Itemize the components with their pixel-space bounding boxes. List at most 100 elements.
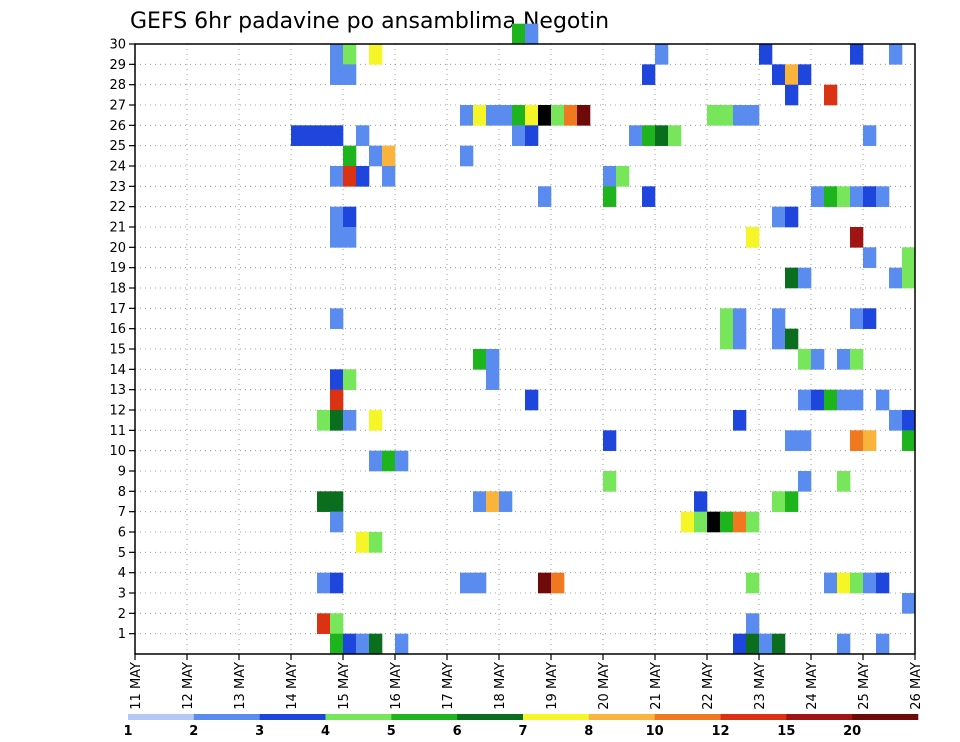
heatmap-cell (746, 572, 760, 594)
y-tick-label: 4 (118, 566, 126, 581)
legend-label: 4 (321, 724, 330, 739)
heatmap-cell (499, 491, 513, 512)
heatmap-cell (759, 633, 773, 655)
x-tick-label: 23 MAY (753, 662, 768, 710)
y-tick-label: 2 (118, 607, 126, 622)
heatmap-cell (330, 633, 344, 655)
heatmap-cell (343, 227, 357, 248)
heatmap-cell (850, 430, 864, 451)
y-tick-label: 12 (109, 404, 126, 419)
y-tick-label: 18 (109, 282, 126, 297)
heatmap-cell (330, 572, 344, 594)
heatmap-cell (551, 572, 565, 594)
heatmap-cell (330, 64, 344, 85)
legend-label: 12 (711, 724, 729, 739)
heatmap-cell (343, 145, 357, 167)
legend-swatch (128, 714, 195, 720)
heatmap-cell (668, 125, 682, 146)
heatmap-cell (837, 186, 851, 207)
heatmap-cell (304, 125, 318, 146)
legend-label: 1 (123, 724, 132, 739)
heatmap-cell (356, 166, 370, 187)
heatmap-cell (863, 308, 877, 329)
y-tick-label: 16 (109, 322, 126, 337)
x-tick-label: 25 MAY (857, 662, 872, 710)
legend-swatch (720, 714, 787, 720)
heatmap-cell (733, 308, 747, 329)
legend-swatch (588, 714, 655, 720)
heatmap-cell (356, 633, 370, 655)
heatmap-cell (876, 186, 890, 207)
heatmap-cell (551, 105, 565, 126)
heatmap-cell (772, 206, 786, 228)
heatmap-cell (746, 227, 760, 248)
heatmap-cell (733, 410, 747, 431)
heatmap-cell (837, 572, 851, 594)
y-tick-label: 3 (118, 587, 126, 602)
heatmap-cell (850, 389, 864, 411)
heatmap-cell (733, 511, 747, 533)
heatmap-cell (720, 308, 734, 329)
legend-label: 10 (646, 724, 664, 739)
heatmap-cell (460, 572, 474, 594)
heatmap-cell (824, 186, 838, 207)
x-tick-label: 14 MAY (285, 662, 300, 710)
y-tick-label: 5 (118, 546, 126, 561)
heatmap-cell (473, 349, 487, 370)
heatmap-cell (694, 491, 708, 512)
heatmap-cell (603, 430, 617, 451)
heatmap-cell (330, 491, 344, 512)
heatmap-cell (824, 389, 838, 411)
heatmap-cell (291, 125, 305, 146)
y-tick-label: 21 (109, 221, 126, 236)
heatmap-cell (824, 84, 838, 106)
heatmap-cell (642, 125, 656, 146)
heatmap-cell (837, 471, 851, 492)
x-tick-label: 16 MAY (389, 662, 404, 710)
y-tick-label: 7 (118, 505, 126, 520)
heatmap-cell (356, 125, 370, 146)
y-tick-label: 27 (109, 99, 126, 114)
heatmap-cell (330, 389, 344, 411)
x-tick-label: 17 MAY (441, 662, 456, 710)
heatmap-cell (499, 105, 513, 126)
heatmap-cell (759, 44, 773, 65)
heatmap-cell (395, 633, 409, 655)
heatmap-cell (785, 430, 799, 451)
heatmap-cell (876, 389, 890, 411)
heatmap-cell (902, 593, 916, 614)
heatmap-cell (473, 491, 487, 512)
x-tick-label: 22 MAY (701, 662, 716, 710)
heatmap-cell (330, 44, 344, 65)
heatmap-cell (330, 227, 344, 248)
heatmap-cell (707, 105, 721, 126)
x-axis: 11 MAY 12 MAY 13 MAY 14 MAY 15 MAY 16 MAY 17 M… (129, 654, 924, 710)
y-tick-label: 15 (109, 343, 126, 358)
heatmap-cell (785, 328, 799, 350)
heatmap-cell (330, 369, 344, 390)
heatmap-cell (720, 105, 734, 126)
x-tick-label: 15 MAY (337, 662, 352, 710)
heatmap-cell (603, 186, 617, 207)
heatmap-cell (863, 186, 877, 207)
heatmap-cell (642, 186, 656, 207)
heatmap-cell (850, 308, 864, 329)
heatmap-cell (785, 267, 799, 289)
heatmap-cell (317, 410, 331, 431)
legend-swatch (786, 714, 853, 720)
heatmap-cell (616, 166, 630, 187)
heatmap-cell (629, 125, 643, 146)
y-tick-label: 26 (109, 119, 126, 134)
heatmap-cell (850, 572, 864, 594)
heatmap-cell (603, 471, 617, 492)
heatmap-cell (382, 166, 396, 187)
heatmap-cell (525, 125, 539, 146)
heatmap-cell (330, 166, 344, 187)
heatmap-cell (317, 125, 331, 146)
heatmap-cell (512, 105, 526, 126)
heatmap-cell (694, 511, 708, 533)
legend-swatch (391, 714, 458, 720)
heatmap-cell (369, 145, 383, 167)
heatmap-cell (772, 64, 786, 85)
heatmap-cell (330, 613, 344, 634)
